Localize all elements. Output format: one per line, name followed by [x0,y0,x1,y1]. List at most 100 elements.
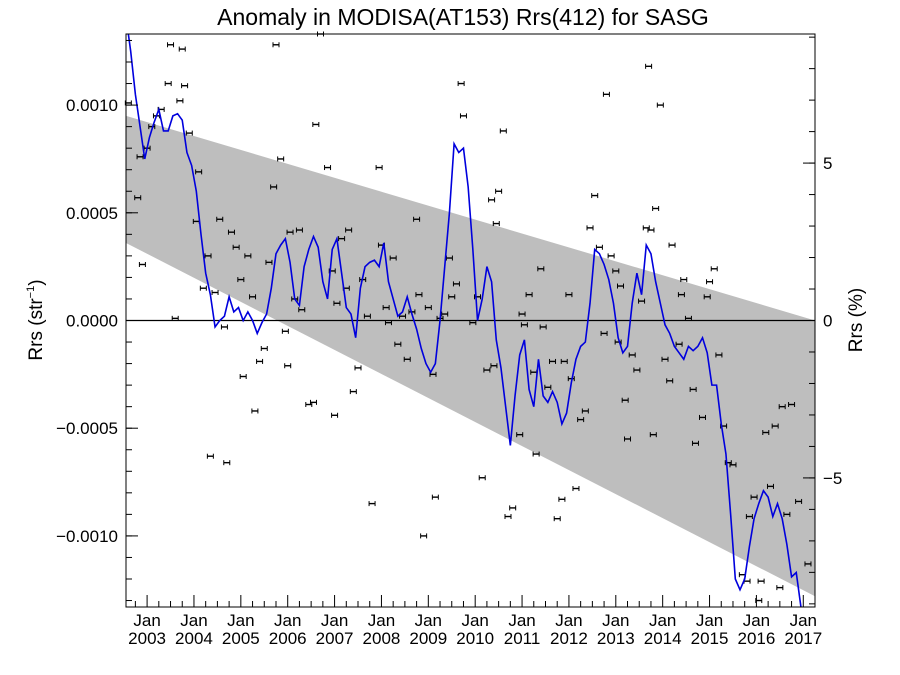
right-y-axis: 5 0 −5 [803,36,842,605]
x-tick-year-label: 2014 [644,629,682,648]
data-point [413,216,421,222]
x-tick-year-label: 2016 [737,629,775,648]
left-y-axis-label-exponent: −1 [25,286,37,299]
data-point [312,121,320,127]
data-point [684,315,692,321]
data-point [488,197,496,203]
right-y-tick-label: −5 [823,469,842,488]
data-point [272,42,280,48]
data-point [448,294,456,300]
data-point [795,498,803,504]
data-point [595,244,603,250]
x-tick-month-label: Jan [555,611,582,630]
data-point [661,356,669,362]
data-point [706,279,714,285]
data-point [689,386,697,392]
x-tick-year-label: 2004 [175,629,213,648]
data-point [478,475,486,481]
data-point [675,341,683,347]
data-point [394,341,402,347]
data-point [237,277,245,283]
x-tick-year-label: 2009 [409,629,447,648]
data-point [804,561,812,567]
data-point [295,227,303,233]
data-point [148,124,156,130]
data-point [750,494,758,500]
data-point [331,412,339,418]
data-point [577,417,585,423]
right-y-tick-label: 0 [823,312,832,331]
right-y-axis-label: Rrs (%) [846,288,867,352]
data-point [382,305,390,311]
x-tick-month-label: Jan [274,611,301,630]
data-point [778,404,786,410]
data-point [572,486,580,492]
data-point [645,63,653,69]
data-point [284,363,292,369]
x-tick-month-label: Jan [743,611,770,630]
data-point [136,154,144,160]
x-tick-month-label: Jan [133,611,160,630]
left-y-tick-label: 0.0000 [66,312,118,331]
data-points [124,31,812,604]
x-tick-year-label: 2006 [269,629,307,648]
data-point [677,292,685,298]
data-point [766,483,774,489]
data-point [549,358,557,364]
data-point [204,253,212,259]
data-point [138,261,146,267]
data-point [666,378,674,384]
data-point [368,501,376,507]
x-tick-month-label: Jan [602,611,629,630]
data-point [420,533,428,539]
x-tick-year-label: 2017 [784,629,822,648]
data-point [176,98,184,104]
data-point [537,266,545,272]
data-point [710,266,718,272]
data-point [558,496,566,502]
x-tick-month-label: Jan [368,611,395,630]
data-point [354,365,362,371]
x-tick-year-label: 2012 [550,629,588,648]
data-point [490,363,498,369]
data-point [492,221,500,227]
data-point [499,128,507,134]
data-point [441,311,449,317]
data-point [567,376,575,382]
data-point [516,432,524,438]
data-point [745,514,753,520]
data-point [771,423,779,429]
x-axis: Jan2003Jan2004Jan2005Jan2006Jan2007Jan20… [128,595,822,648]
data-point [333,300,341,306]
data-point [633,367,641,373]
data-point [211,289,219,295]
data-point [220,324,228,330]
data-point [171,315,179,321]
x-tick-month-label: Jan [508,611,535,630]
data-point [244,253,252,259]
data-point [652,205,660,211]
data-point [647,227,655,233]
data-point [178,46,186,52]
data-point [729,462,737,468]
data-point [181,83,189,89]
data-point [518,311,526,317]
data-point [260,346,268,352]
data-point [232,244,240,250]
data-point [349,389,357,395]
data-point [457,81,465,87]
trend-band [126,115,815,597]
data-point [185,130,193,136]
data-point [607,253,615,259]
data-point [691,440,699,446]
data-point [363,313,371,319]
data-point [223,460,231,466]
data-point [532,451,540,457]
left-y-axis-label: Rrs (str−1) [25,279,47,360]
data-point [431,494,439,500]
data-point [509,505,517,511]
data-point [539,324,547,330]
data-point [277,156,285,162]
data-point [628,352,636,358]
data-point [164,81,172,87]
